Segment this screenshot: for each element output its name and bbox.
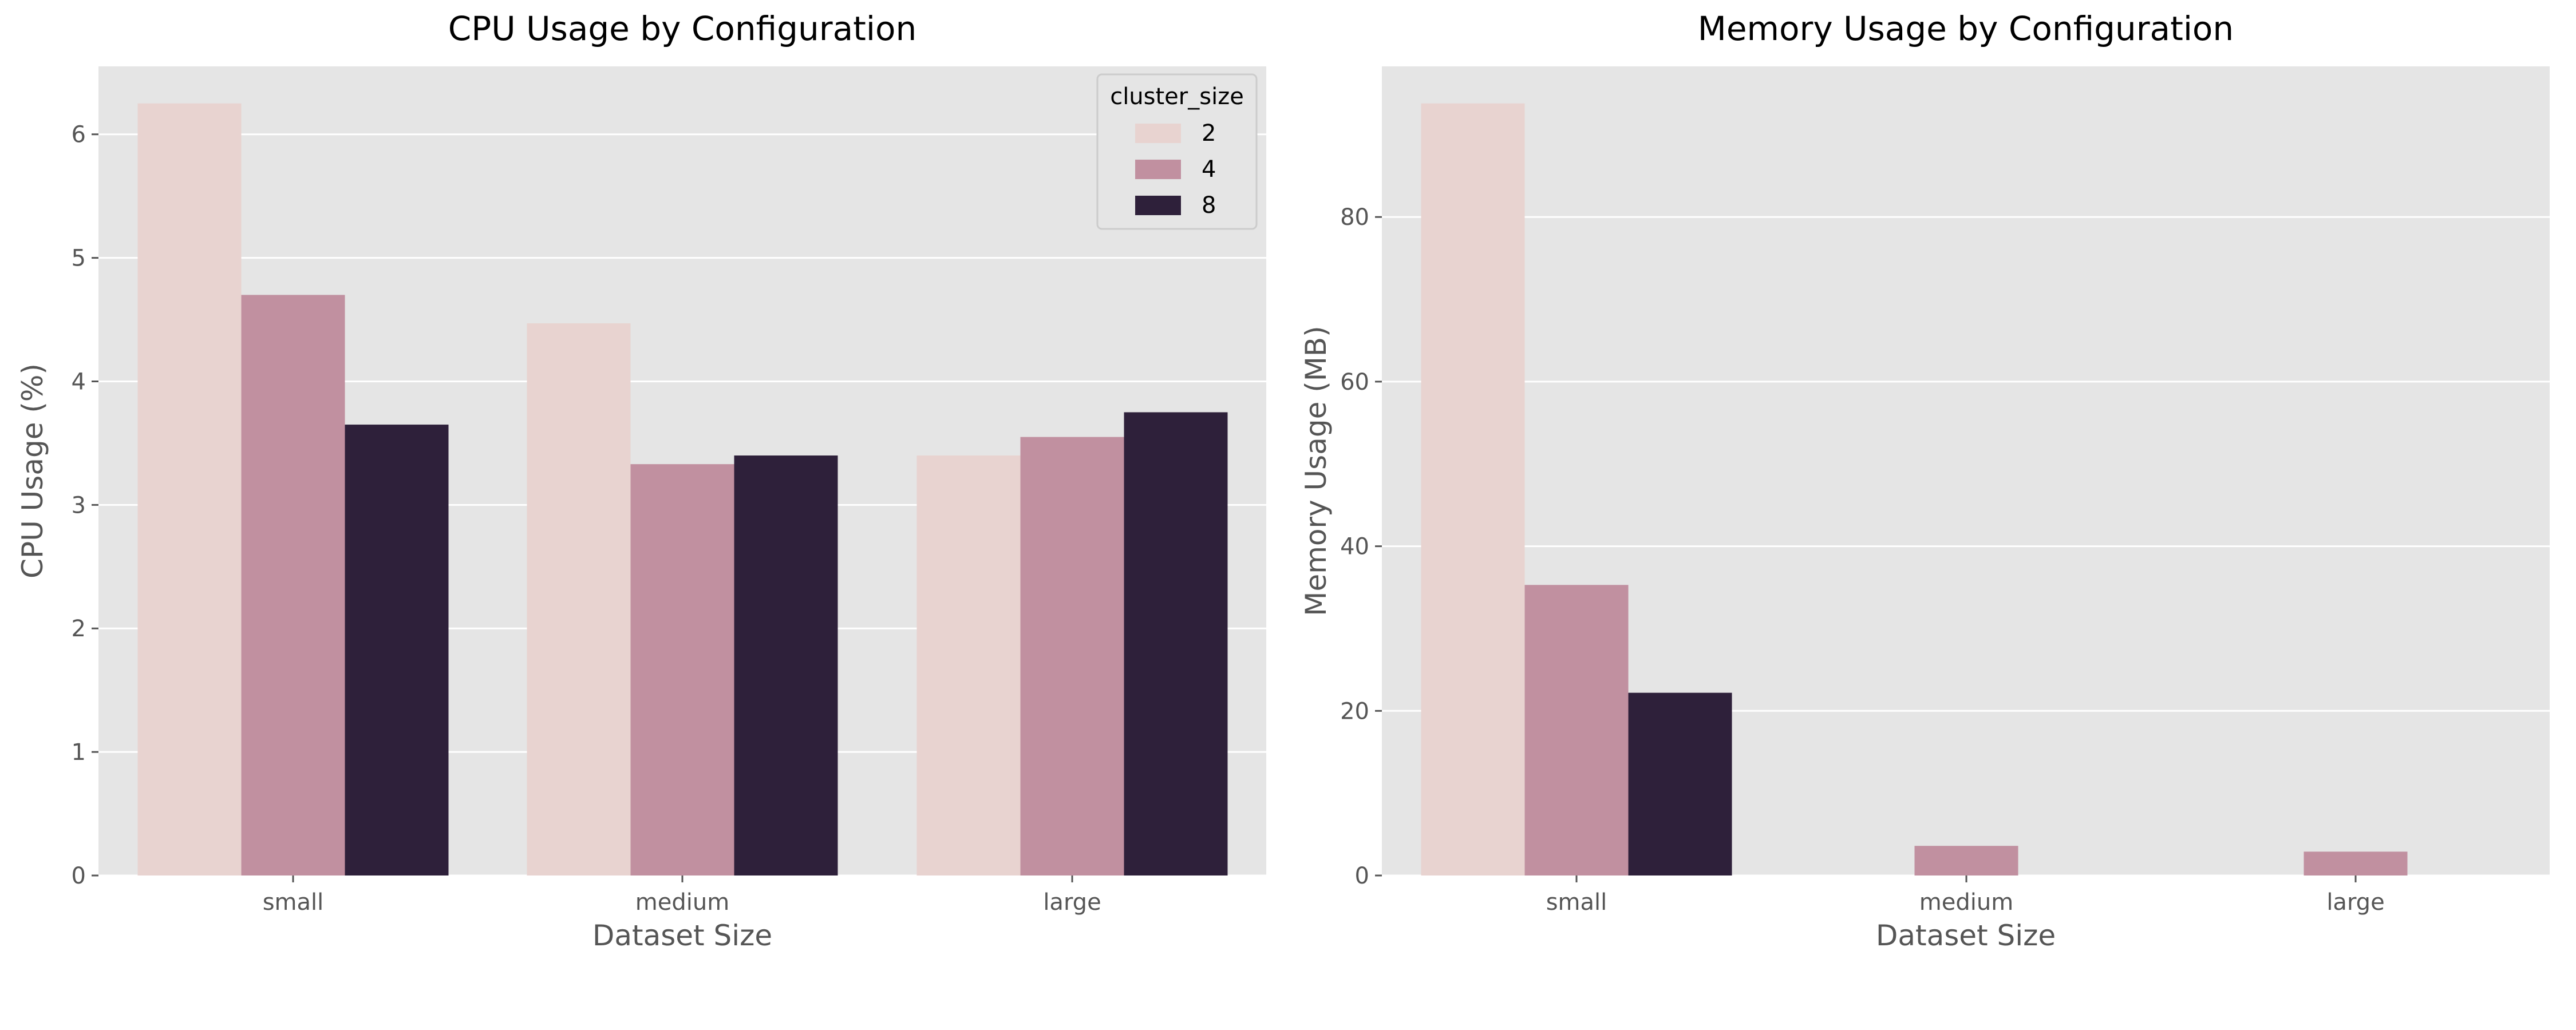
y-tick-label: 40	[1340, 534, 1369, 560]
x-axis-label: Dataset Size	[592, 919, 772, 952]
y-tick-label: 0	[72, 863, 86, 889]
bar-small-cluster-2	[137, 103, 242, 876]
y-tick-label: 80	[1340, 204, 1369, 231]
x-tick-label: small	[1546, 889, 1607, 916]
x-tick-label: medium	[635, 889, 729, 916]
legend-entry-label: 8	[1202, 192, 1216, 219]
chart-title: CPU Usage by Configuration	[448, 9, 916, 48]
bar-medium-cluster-2	[527, 323, 631, 876]
legend-entry-label: 4	[1202, 156, 1216, 183]
y-tick-label: 60	[1340, 369, 1369, 395]
y-tick-label: 2	[72, 616, 86, 642]
y-tick-label: 1	[72, 739, 86, 766]
bar-small-cluster-4	[241, 295, 345, 876]
chart-memory: 0 20 40 60 80 small medium large Memory Usage by…	[1299, 9, 2550, 952]
bar-large-cluster-2	[916, 455, 1021, 876]
legend-swatch	[1135, 124, 1181, 143]
y-tick-label: 20	[1340, 698, 1369, 724]
bar-small-cluster-2	[1421, 103, 1525, 876]
bar-medium-cluster-8	[734, 455, 838, 876]
legend-title: cluster_size	[1110, 84, 1244, 110]
bar-large-cluster-4	[2304, 851, 2408, 876]
bar-small-cluster-4	[1524, 585, 1629, 876]
x-tick-label: large	[1043, 889, 1101, 916]
x-axis-label: Dataset Size	[1876, 919, 2056, 952]
x-tick-label: small	[263, 889, 324, 916]
chart-title: Memory Usage by Configuration	[1698, 9, 2234, 48]
y-tick-label: 0	[1355, 863, 1369, 889]
y-tick-label: 3	[72, 492, 86, 518]
legend-swatch	[1135, 196, 1181, 215]
chart-cpu: 0 1 2 3 4 5 6 small medium large CPU Usage by Conf…	[16, 9, 1266, 952]
bar-large-cluster-4	[1020, 437, 1124, 876]
legend-swatch	[1135, 160, 1181, 179]
legend: cluster_size 2 4 8	[1096, 73, 1258, 230]
legend-box	[1096, 73, 1258, 230]
bar-small-cluster-8	[345, 425, 449, 876]
x-tick-label: medium	[1919, 889, 2013, 916]
x-tick-label: large	[2326, 889, 2384, 916]
y-axis-label: CPU Usage (%)	[16, 363, 49, 579]
y-tick-label: 4	[72, 369, 86, 395]
y-tick-label: 6	[72, 122, 86, 148]
bar-small-cluster-8	[1628, 692, 1732, 876]
legend-entry-label: 2	[1202, 120, 1216, 146]
bar-large-cluster-8	[1124, 412, 1228, 876]
y-axis-label: Memory Usage (MB)	[1299, 326, 1333, 616]
y-tick-label: 5	[72, 245, 86, 272]
bar-medium-cluster-4	[630, 464, 734, 876]
bar-medium-cluster-4	[1914, 846, 2018, 876]
